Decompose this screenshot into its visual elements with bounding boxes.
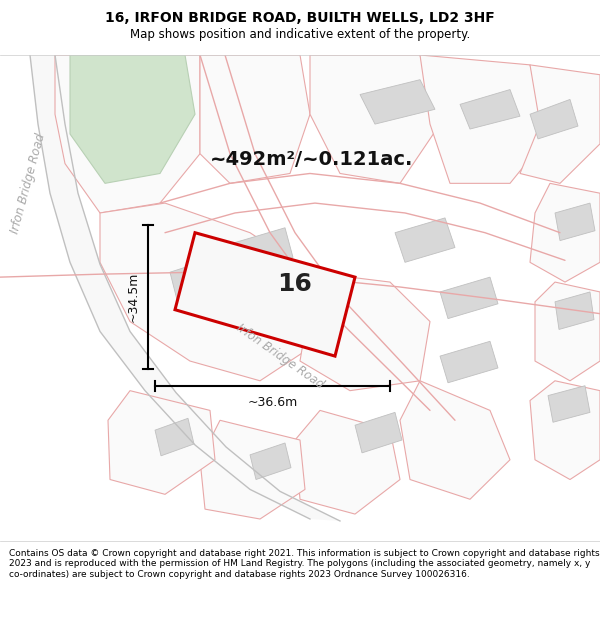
Polygon shape [520, 65, 600, 183]
Polygon shape [420, 55, 550, 183]
Polygon shape [155, 418, 194, 456]
Text: Map shows position and indicative extent of the property.: Map shows position and indicative extent… [130, 28, 470, 41]
Text: 16: 16 [278, 272, 313, 296]
Polygon shape [440, 277, 498, 319]
Polygon shape [530, 99, 578, 139]
Polygon shape [530, 183, 600, 282]
Polygon shape [555, 292, 594, 329]
Polygon shape [360, 79, 435, 124]
Text: ~492m²/~0.121ac.: ~492m²/~0.121ac. [210, 149, 413, 169]
Polygon shape [548, 386, 590, 423]
Polygon shape [200, 420, 305, 519]
Polygon shape [310, 55, 440, 183]
Text: ~34.5m: ~34.5m [127, 272, 140, 322]
Polygon shape [250, 443, 291, 479]
Polygon shape [70, 55, 195, 183]
Polygon shape [300, 272, 430, 391]
Polygon shape [30, 55, 340, 521]
Polygon shape [175, 232, 355, 356]
Text: ~36.6m: ~36.6m [247, 396, 298, 409]
Text: Contains OS data © Crown copyright and database right 2021. This information is : Contains OS data © Crown copyright and d… [9, 549, 599, 579]
Text: Irfon Bridge Road: Irfon Bridge Road [8, 132, 47, 235]
Polygon shape [395, 218, 455, 262]
Polygon shape [55, 55, 200, 213]
Polygon shape [555, 203, 595, 241]
Polygon shape [108, 391, 215, 494]
Polygon shape [535, 282, 600, 381]
Polygon shape [400, 381, 510, 499]
Polygon shape [170, 259, 217, 300]
Polygon shape [355, 412, 402, 453]
Text: 16, IRFON BRIDGE ROAD, BUILTH WELLS, LD2 3HF: 16, IRFON BRIDGE ROAD, BUILTH WELLS, LD2… [105, 11, 495, 25]
Polygon shape [460, 89, 520, 129]
Polygon shape [530, 381, 600, 479]
Polygon shape [100, 203, 320, 381]
Polygon shape [440, 341, 498, 382]
Polygon shape [295, 411, 400, 514]
Polygon shape [235, 228, 293, 270]
Polygon shape [200, 55, 310, 183]
Text: Irfon Bridge Road: Irfon Bridge Road [234, 321, 326, 391]
